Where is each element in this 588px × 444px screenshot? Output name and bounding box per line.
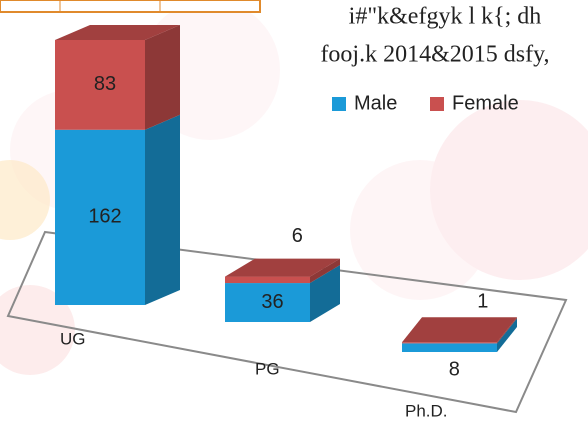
bar-top xyxy=(402,317,517,343)
floor xyxy=(6,230,568,414)
bar-side xyxy=(310,265,340,322)
chart-title: fooj.k 2014&2015 dsfy, xyxy=(320,42,549,68)
data-label: 8 xyxy=(449,358,460,380)
x-tick-label: UG xyxy=(60,329,86,348)
bar xyxy=(225,276,310,284)
legend-label: Male xyxy=(354,92,397,114)
legend-swatch xyxy=(430,97,444,111)
bar-side xyxy=(310,258,340,284)
bar xyxy=(225,283,310,322)
bar xyxy=(402,343,497,352)
bar-side xyxy=(145,114,180,305)
chart-title: i#"k&efgyk l k{; dh xyxy=(349,4,542,30)
data-label: 36 xyxy=(261,291,283,313)
legend-label: Female xyxy=(452,92,519,114)
bar xyxy=(55,129,145,305)
legend-swatch xyxy=(332,97,346,111)
bar-side xyxy=(497,317,517,344)
data-label: 6 xyxy=(292,225,303,247)
data-label: 1 xyxy=(477,291,488,313)
bar xyxy=(55,40,145,130)
bar-top xyxy=(55,25,180,40)
bar-top xyxy=(225,258,340,277)
data-label: 83 xyxy=(94,73,116,95)
bar xyxy=(402,342,497,344)
bar-side xyxy=(145,25,180,130)
x-tick-label: PG xyxy=(255,359,280,378)
bar-side xyxy=(497,318,517,352)
data-label: 162 xyxy=(88,206,121,228)
x-tick-label: Ph.D. xyxy=(405,401,448,420)
